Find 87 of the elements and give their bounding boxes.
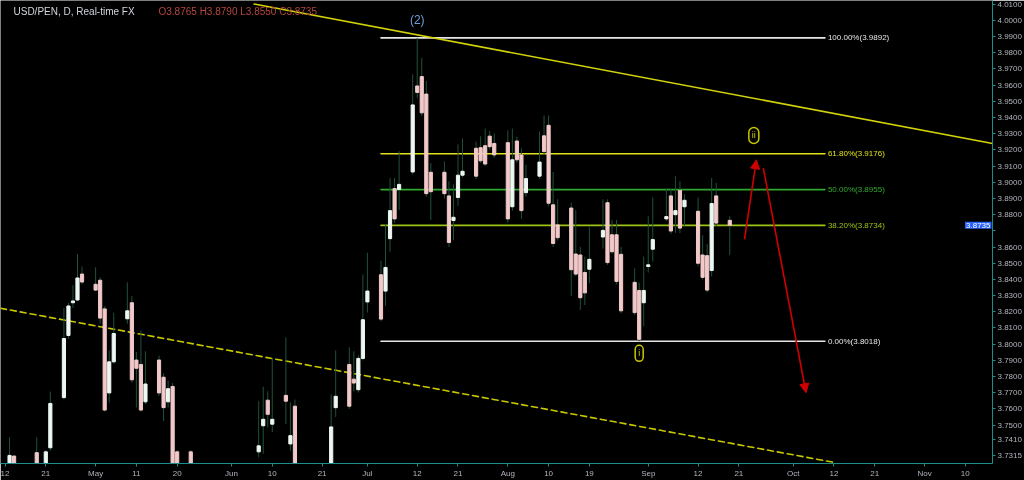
candlestick xyxy=(256,400,261,459)
candlestick xyxy=(582,256,587,306)
y-tick-label: 3.7410 xyxy=(997,435,1023,445)
x-tick-label: 12 xyxy=(0,468,11,478)
y-tick-label: 4.0000 xyxy=(997,15,1023,25)
y-tick-label: 3.8100 xyxy=(997,323,1023,333)
x-tick-label: 11 xyxy=(132,468,142,478)
candlestick xyxy=(143,350,148,405)
candlestick xyxy=(283,336,288,425)
text: USD/PEN, D, Real-time FX xyxy=(13,6,135,17)
candlestick xyxy=(34,436,39,464)
candlestick xyxy=(650,197,655,263)
x-tick-label: 21 xyxy=(317,468,328,478)
x-tick-label: 10 xyxy=(960,468,971,478)
x-tick-label: 12 xyxy=(829,468,839,478)
y-tick-label: 3.9400 xyxy=(997,113,1023,123)
y-tick-label: 3.9100 xyxy=(997,161,1023,171)
candlestick xyxy=(727,215,732,256)
candlestick xyxy=(270,357,275,433)
candlestick xyxy=(664,187,669,222)
candlestick xyxy=(587,226,592,284)
candlestick xyxy=(682,193,687,227)
x-tick-label: 12 xyxy=(412,468,423,478)
y-tick-label: 4.0100 xyxy=(997,0,1023,9)
candlestick xyxy=(523,164,529,198)
y-tick-label: 3.8900 xyxy=(997,193,1023,203)
candlestick xyxy=(646,215,651,273)
x-tick-label: 12 xyxy=(693,468,704,478)
candlestick xyxy=(600,198,606,250)
y-tick-label: 3.8800 xyxy=(997,210,1023,220)
candlestick xyxy=(265,390,270,428)
x-tick-label: 10 xyxy=(267,468,278,478)
series-label: 100.00%(3.9892) xyxy=(827,33,890,43)
y-tick-label: 3.8400 xyxy=(997,274,1023,284)
candlestick xyxy=(555,198,560,242)
series-label: 61.80%(3.9176) xyxy=(827,149,886,159)
candlestick xyxy=(397,150,402,211)
x-tick-label: May xyxy=(88,468,104,478)
candlestick xyxy=(166,380,171,409)
x-tick-label: Nov xyxy=(917,468,932,478)
candlestick xyxy=(125,281,130,325)
y-tick-label: 3.7500 xyxy=(997,420,1023,430)
y-tick-label: 3.8200 xyxy=(997,307,1023,317)
y-tick-label: 3.9300 xyxy=(997,129,1023,139)
y-tick-label: 3.9600 xyxy=(997,80,1023,90)
candlestick xyxy=(641,256,646,327)
series-label: 50.00%(3.8955) xyxy=(827,185,886,195)
annotation: (2) xyxy=(409,12,425,27)
series-label: 0.00%(3.8018) xyxy=(827,336,881,346)
y-tick-label: 3.9500 xyxy=(997,96,1023,106)
y-tick-label: 3.7600 xyxy=(997,404,1023,414)
candlestick xyxy=(288,401,293,452)
y-tick-label: 3.9200 xyxy=(997,145,1023,155)
x-tick-label: 21 xyxy=(734,468,744,478)
y-tick-label: 3.8300 xyxy=(997,291,1023,301)
y-tick-label: 3.7800 xyxy=(997,372,1023,382)
x-tick-label: 21 xyxy=(870,468,880,478)
y-tick-label: 3.8500 xyxy=(997,258,1023,268)
annotation: i xyxy=(638,348,641,359)
y-tick-label: 3.9700 xyxy=(997,64,1023,74)
x-tick-label: 10 xyxy=(544,468,554,478)
candlestick xyxy=(455,143,461,207)
x-tick-label: Jul xyxy=(362,468,373,478)
x-tick-label: Sep xyxy=(641,468,656,478)
x-tick-label: 19 xyxy=(584,468,595,478)
x-tick-label: 21 xyxy=(41,468,51,478)
y-tick-label: 3.9900 xyxy=(997,32,1023,42)
x-tick-label: 21 xyxy=(453,468,463,478)
candlestick xyxy=(673,175,678,234)
y-tick-label: 3.7700 xyxy=(997,388,1023,398)
series-label: 38.20%(3.8734) xyxy=(827,220,886,230)
candlestick xyxy=(261,386,266,455)
y-tick-label: 3.7900 xyxy=(997,355,1023,365)
annotation: ii xyxy=(751,130,756,141)
y-tick-label: 3.9800 xyxy=(997,48,1023,58)
y-tick-label: 3.9000 xyxy=(997,177,1023,187)
annotation: 3.8735 xyxy=(966,220,992,230)
x-tick-label: Jun xyxy=(225,468,238,478)
y-tick-label: 3.8600 xyxy=(997,242,1023,252)
x-tick-label: 20 xyxy=(172,468,183,478)
y-tick-label: 3.7315 xyxy=(997,450,1023,460)
y-tick-label: 3.8000 xyxy=(997,339,1023,349)
x-tick-label: Aug xyxy=(500,468,515,478)
candlestick xyxy=(537,130,542,180)
x-tick-label: Oct xyxy=(786,468,801,478)
candlestick xyxy=(7,436,12,464)
candlestick xyxy=(451,183,456,241)
